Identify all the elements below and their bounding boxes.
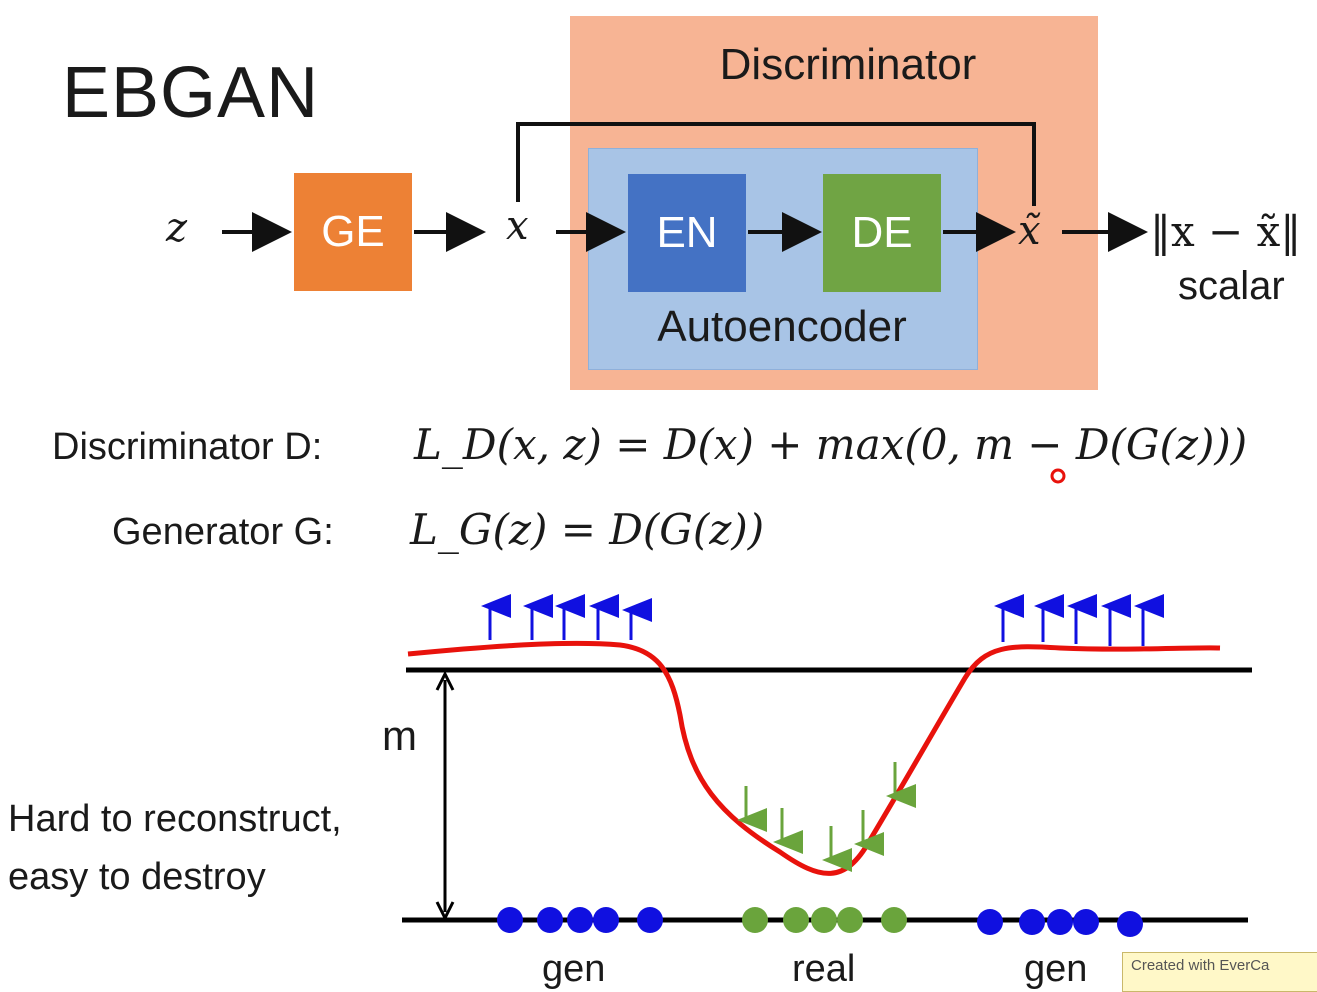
decoder-block: DE — [823, 174, 941, 292]
page-title: EBGAN — [62, 53, 320, 133]
side-text-line1: Hard to reconstruct, — [8, 798, 342, 840]
discriminator-equation: L_D(x, z) = D(x) + max(0, m − D(G(z))) — [414, 420, 1248, 469]
gen-left-label: gen — [542, 948, 606, 990]
reconstruction-norm: ‖x − x̃‖ — [1150, 207, 1302, 256]
energy-curve — [407, 640, 1221, 876]
gen-points-right — [977, 909, 1143, 937]
gen-points-left — [497, 907, 663, 933]
scalar-label: scalar — [1178, 264, 1285, 308]
real-points — [742, 907, 907, 933]
encoder-block: EN — [628, 174, 746, 292]
generator-block: GE — [294, 173, 412, 291]
side-text: Hard to reconstruct, easy to destroy — [8, 790, 342, 906]
watermark: Created with EverCa — [1122, 952, 1317, 992]
discriminator-eq-label: Discriminator D: — [52, 426, 323, 468]
z-variable: z — [166, 205, 188, 251]
x-variable: x — [506, 203, 529, 249]
x-tilde-variable: x̃ — [1018, 208, 1041, 254]
discriminator-label: Discriminator — [719, 40, 977, 89]
generator-eq-label: Generator G: — [112, 511, 334, 553]
gen-right-label: gen — [1024, 948, 1088, 990]
side-text-line2: easy to destroy — [8, 856, 266, 898]
m-label: m — [382, 712, 417, 759]
cursor-dot — [1050, 468, 1066, 484]
real-label: real — [792, 948, 856, 990]
autoencoder-label: Autoencoder — [657, 302, 907, 351]
skip-connection-line — [516, 122, 1036, 206]
down-arrows — [737, 762, 916, 872]
up-arrows — [481, 594, 1164, 646]
generator-equation: L_G(z) = D(G(z)) — [410, 505, 765, 554]
m-double-arrow — [435, 670, 455, 922]
